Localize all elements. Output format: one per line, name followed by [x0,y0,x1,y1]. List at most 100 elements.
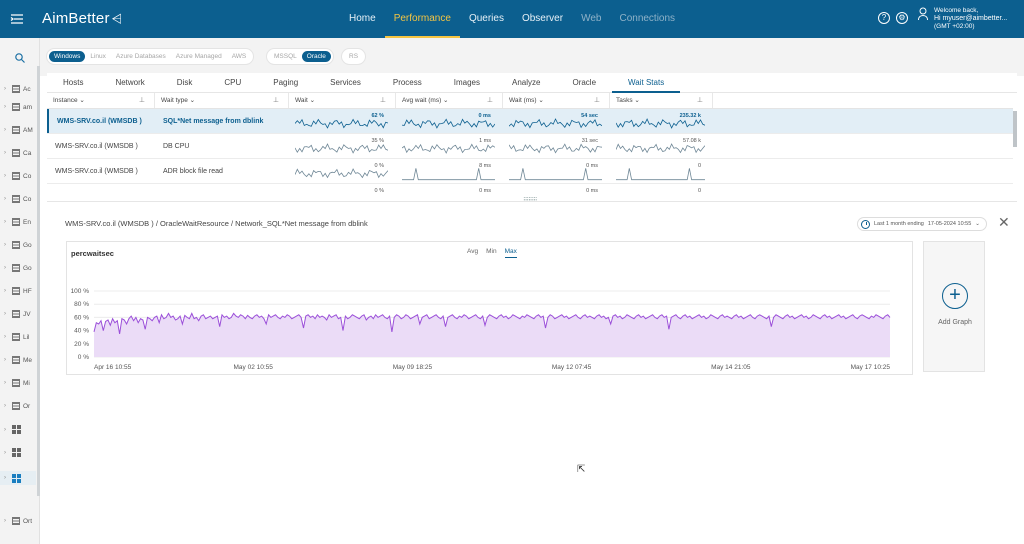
nav-item-queries[interactable]: Queries [468,13,504,24]
filter-chip-linux[interactable]: Linux [90,53,106,60]
column-header[interactable]: Instance ⌄ ⊥ [47,93,155,108]
tab-services[interactable]: Services [330,78,361,87]
rail-item[interactable]: › JV [4,310,31,318]
pin-icon[interactable]: ⊥ [696,97,703,104]
date-range-picker[interactable]: Last 1 month ending 17-05-2024 10:55 ⌄ [857,217,987,231]
column-header[interactable]: Wait ⌄ ⊥ [289,93,396,108]
rail-item[interactable]: › Co [4,172,31,180]
filter-chip-azure-databases[interactable]: Azure Databases [115,53,166,60]
tab-analyze[interactable]: Analyze [512,78,541,87]
pin-icon[interactable]: ⊥ [593,97,600,104]
rail-item[interactable]: › Ca [4,149,31,157]
expand-arrow-icon[interactable]: › [4,86,6,92]
column-header[interactable]: Avg wait (ms) ⌄ ⊥ [396,93,503,108]
aggregation-option-max[interactable]: Max [504,248,517,258]
column-header[interactable]: Wait (ms) ⌄ ⊥ [503,93,610,108]
brand-logo[interactable]: AimBetter ⩤ [42,10,122,27]
tab-disk[interactable]: Disk [176,78,193,87]
expand-arrow-icon[interactable]: › [4,518,6,524]
expand-arrow-icon[interactable]: › [4,380,6,386]
filter-chip-aws[interactable]: AWS [231,53,247,60]
table-row[interactable]: WMS-SRV.co.il (WMSDB ) SQL*Net message fr… [47,109,1013,134]
expand-arrow-icon[interactable]: › [4,104,6,110]
collapse-menu-icon[interactable] [10,12,24,26]
rail-item[interactable]: › En [4,218,31,226]
pin-icon[interactable]: ⊥ [138,97,145,104]
expand-arrow-icon[interactable]: › [4,150,6,156]
filter-chip-windows[interactable]: Windows [49,51,86,62]
filter-chip-rs[interactable]: RS [349,53,359,60]
pin-icon[interactable]: ⊥ [486,97,493,104]
rail-item[interactable]: › Me [4,356,32,364]
table-row[interactable]: WMS-SRV.co.il (WMSDB ) DB CPU 35 % 1 ms 31 s… [47,134,1013,159]
tab-hosts[interactable]: Hosts [63,78,84,87]
sort-chevron-icon[interactable]: ⌄ [77,97,85,104]
close-icon[interactable]: ✕ [998,214,1010,230]
rail-item[interactable]: › [4,425,24,434]
aggregation-option-min[interactable]: Min [486,248,497,255]
expand-arrow-icon[interactable]: › [4,288,6,294]
expand-arrow-icon[interactable]: › [4,127,6,133]
expand-arrow-icon[interactable]: › [4,311,6,317]
table-row[interactable]: 0 % 0 ms 0 ms 0 [47,184,1013,193]
rail-scrollbar[interactable] [37,66,40,496]
column-header[interactable]: Tasks ⌄ ⊥ [610,93,713,108]
nav-item-observer[interactable]: Observer [521,13,564,24]
filter-chip-mssql[interactable]: MSSQL [274,53,297,60]
user-menu[interactable]: Welcome back, Hi myuser@aimbetter... (GM… [918,7,1007,31]
expand-arrow-icon[interactable]: › [4,173,6,179]
rail-item[interactable]: › Lil [4,333,30,341]
sort-chevron-icon[interactable]: ⌄ [187,97,196,104]
rail-item[interactable]: › Ac [4,85,31,93]
sort-chevron-icon[interactable]: ⌄ [536,97,544,104]
tab-network[interactable]: Network [115,78,145,87]
expand-arrow-icon[interactable]: › [4,449,6,456]
nav-item-web[interactable]: Web [581,13,602,24]
gear-icon[interactable]: ⚙ [896,12,908,24]
percwaitsec-chart[interactable]: 0 % 20 % 40 % 60 % 80 % 100 % Apr 16 10:55 May … [67,242,914,376]
rail-item[interactable]: › Or [4,402,30,410]
expand-arrow-icon[interactable]: › [4,334,6,340]
filter-chip-azure-managed[interactable]: Azure Managed [175,53,222,60]
pin-icon[interactable]: ⊥ [379,97,386,104]
nav-item-performance[interactable]: Performance [384,0,460,38]
tab-cpu[interactable]: CPU [224,78,242,87]
sort-chevron-icon[interactable]: ⌄ [441,97,449,104]
table-row[interactable]: WMS-SRV.co.il (WMSDB ) ADR block file rea… [47,159,1013,184]
rail-item[interactable]: › [4,448,24,457]
expand-arrow-icon[interactable]: › [4,196,6,202]
expand-arrow-icon[interactable]: › [4,265,6,271]
expand-arrow-icon[interactable]: › [4,426,6,433]
rail-item[interactable]: › Ort [4,517,32,525]
tab-process[interactable]: Process [392,78,422,87]
sort-chevron-icon[interactable]: ⌄ [632,97,640,104]
tab-oracle[interactable]: Oracle [572,78,597,87]
add-graph-button[interactable]: + Add Graph [923,241,985,372]
tab-paging[interactable]: Paging [273,78,299,87]
pin-icon[interactable]: ⊥ [272,97,279,104]
rail-item[interactable]: › HF [4,287,32,295]
tab-images[interactable]: Images [453,78,480,87]
rail-item[interactable]: › Mi [4,379,30,387]
rail-item[interactable]: › Go [4,264,32,272]
help-icon[interactable]: ? [878,12,890,24]
expand-arrow-icon[interactable]: › [4,475,6,481]
search-icon[interactable] [15,53,25,66]
expand-arrow-icon[interactable]: › [4,403,6,409]
expand-arrow-icon[interactable]: › [4,242,6,248]
rail-item[interactable]: › [0,471,36,485]
expand-arrow-icon[interactable]: › [4,357,6,363]
grid-scrollbar[interactable] [1013,111,1017,147]
rail-item[interactable]: › am [4,103,32,111]
tab-wait-stats[interactable]: Wait Stats [612,73,681,93]
rail-item[interactable]: › Go [4,241,32,249]
rail-item[interactable]: › Co [4,195,31,203]
sort-chevron-icon[interactable]: ⌄ [307,97,316,104]
series-line[interactable] [93,312,891,334]
column-header[interactable]: Wait type ⌄ ⊥ [155,93,289,108]
aggregation-option-avg[interactable]: Avg [467,248,479,255]
rail-item[interactable]: › AM [4,126,33,134]
expand-arrow-icon[interactable]: › [4,219,6,225]
filter-chip-oracle[interactable]: Oracle [301,51,331,62]
nav-item-connections[interactable]: Connections [619,13,676,24]
